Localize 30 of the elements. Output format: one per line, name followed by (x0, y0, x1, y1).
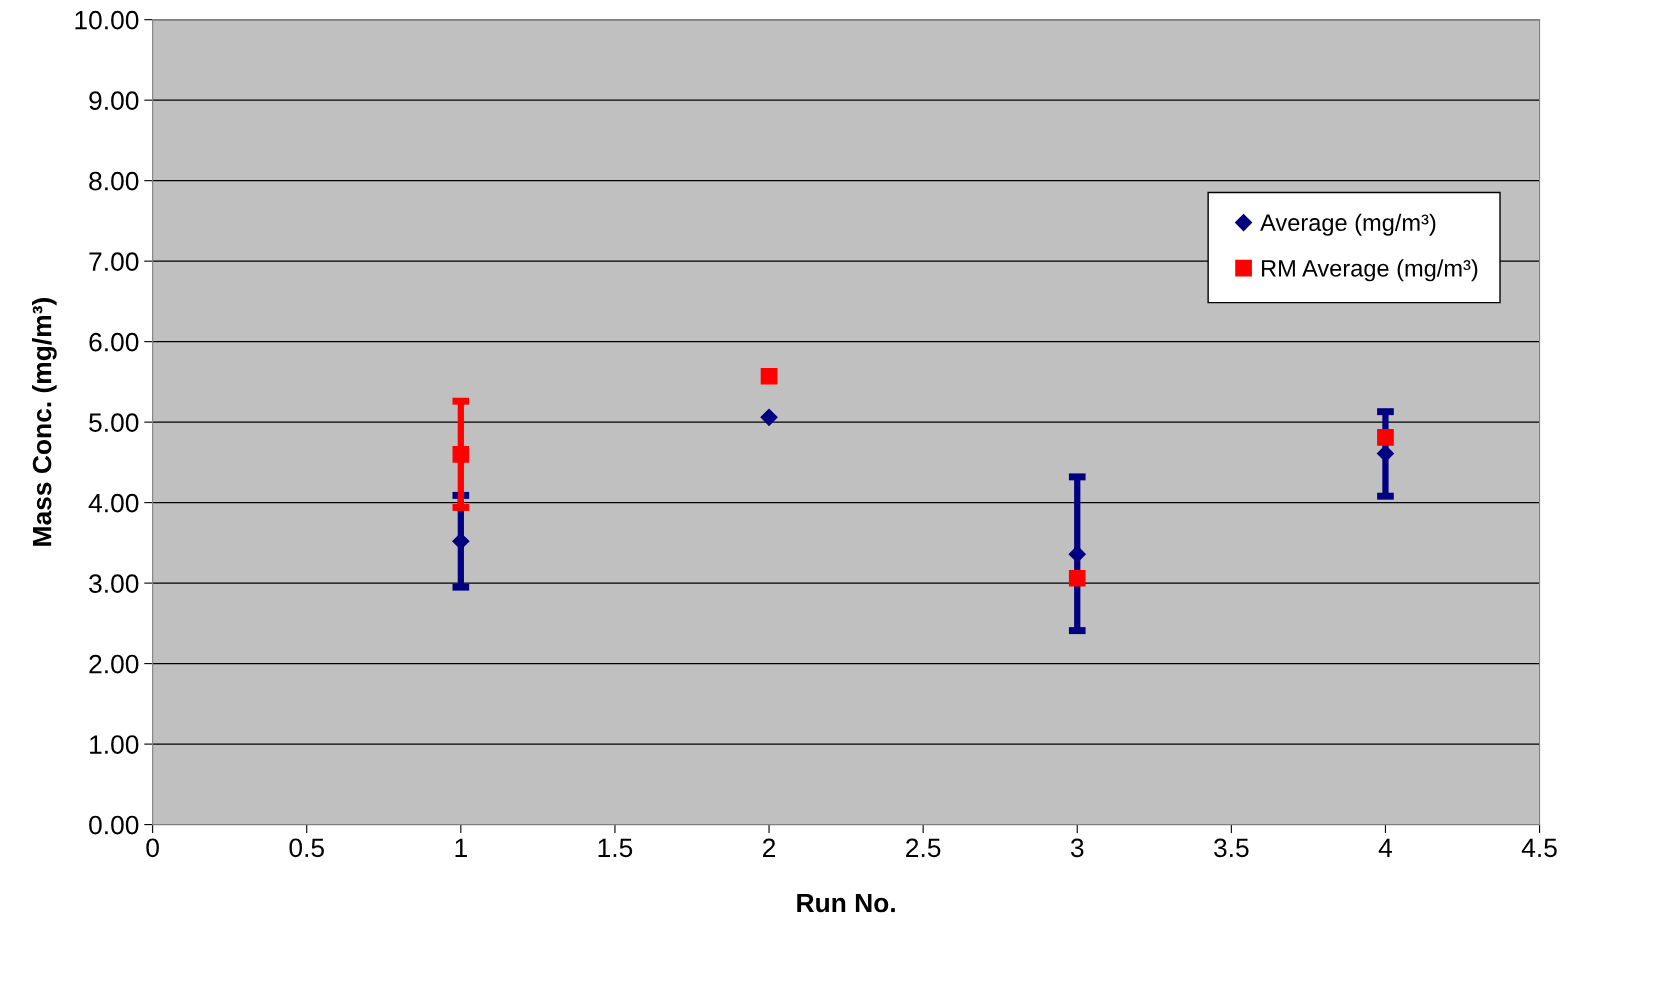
x-tick-label: 1.5 (598, 838, 633, 858)
y-tick-label: 1.00 (90, 735, 139, 754)
x-tick-label: 0 (146, 838, 159, 858)
legend-label: Average (mg/m³) (1260, 213, 1436, 236)
y-tick-label: 0.00 (89, 815, 139, 835)
x-tick-label: 4 (1378, 838, 1393, 857)
x-axis-title: Run No. (797, 893, 895, 913)
point (452, 445, 470, 463)
x-tick-label: 0.5 (289, 838, 324, 858)
y-tick-label: 2.00 (89, 654, 139, 674)
x-tick-label: 2.5 (906, 838, 941, 858)
y-axis-title: Mass Conc. (mg/m³) (32, 298, 57, 546)
x-tick-label: 4.5 (1521, 838, 1557, 858)
y-tick-label: 9.00 (89, 91, 139, 110)
x-tick-label: 2 (763, 838, 776, 857)
y-tick-label: 7.00 (89, 252, 139, 271)
y-tick-label: 5.00 (89, 413, 139, 432)
x-tick-label: 3.5 (1214, 838, 1249, 858)
y-tick-label: 4.00 (88, 493, 139, 513)
y-tick-label: 8.00 (89, 171, 139, 191)
x-tick-label: 1 (455, 838, 467, 857)
point (1377, 429, 1394, 446)
y-tick-label: 3.00 (89, 574, 139, 593)
y-tick-label: 10.00 (75, 10, 139, 30)
point (760, 367, 778, 385)
point (1068, 569, 1086, 587)
legend-label: RM Average (mg/m³) (1262, 259, 1478, 282)
y-tick-label: 6.00 (89, 332, 139, 352)
point (760, 408, 778, 426)
x-tick-label: 3 (1070, 838, 1084, 858)
